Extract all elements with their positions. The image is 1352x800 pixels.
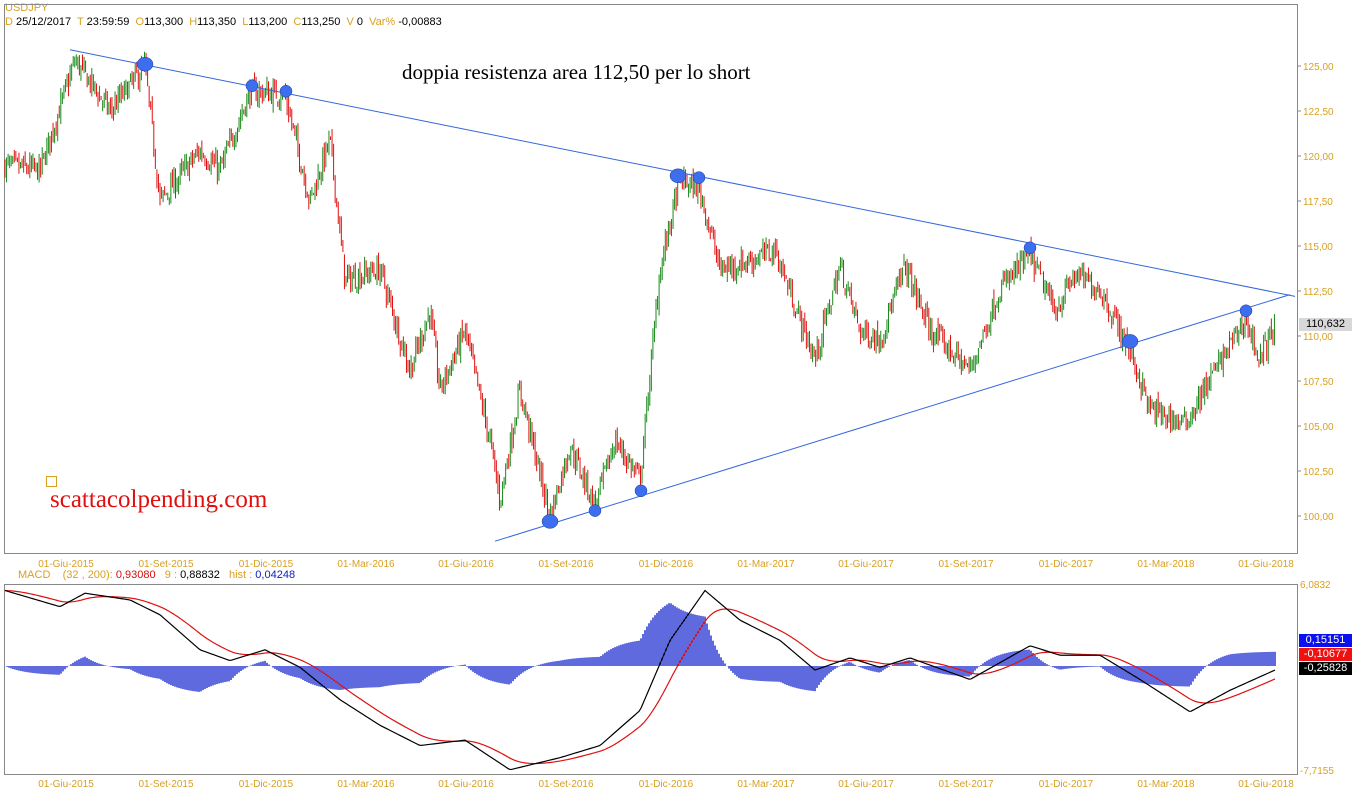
high-key: H [189, 16, 198, 28]
y-tick-label: 107,50 [1303, 377, 1334, 388]
x-tick-label: 01-Mar-2017 [737, 779, 795, 790]
time-value: 23:59:59 [86, 16, 130, 28]
macd-params: (32 , 200): [62, 569, 113, 581]
macd-line-tag: -0,25828 [1299, 662, 1352, 675]
high-value: 113,350 [197, 16, 237, 28]
open-key: O [135, 16, 145, 28]
signal-value: 0,88832 [180, 569, 220, 581]
macd-line [4, 589, 1276, 771]
x-tick-label: 01-Set-2016 [538, 779, 593, 790]
macd-panel-frame [4, 584, 1298, 775]
x-tick-label: 01-Giu-2015 [38, 559, 94, 570]
touch-point-marker [1239, 304, 1253, 318]
y-tick-label: 122,50 [1303, 107, 1334, 118]
macd-readout: MACD (32 , 200): 0,93080 9 : 0,88832 his… [18, 569, 295, 581]
x-tick-label: 01-Set-2015 [138, 559, 193, 570]
trendline-support [494, 294, 1291, 542]
candles [4, 51, 1275, 526]
y-tick-label: 102,50 [1303, 467, 1334, 478]
y-tick-label: 105,00 [1303, 422, 1334, 433]
x-tick-label: 01-Giu-2018 [1238, 559, 1294, 570]
touch-point-marker [136, 56, 154, 72]
low-value: 113,200 [248, 16, 288, 28]
x-tick-label: 01-Mar-2018 [1137, 559, 1195, 570]
macd-axis-label: 6,0832 [1300, 580, 1331, 591]
macd-signal-tag: -0,10677 [1299, 648, 1352, 661]
x-tick-label: 01-Dic-2015 [239, 559, 294, 570]
low-key: L [242, 16, 249, 28]
x-tick-label: 01-Mar-2017 [737, 559, 795, 570]
date-key: D [5, 16, 13, 28]
touch-point-marker [1023, 241, 1037, 255]
y-tick-label: 117,50 [1303, 197, 1333, 208]
x-tick-label: 01-Giu-2015 [38, 779, 94, 790]
touch-point-marker [692, 171, 706, 184]
watermark-logo: scattacolpending.com [50, 486, 268, 513]
macd-signal-line [4, 589, 1276, 765]
touch-point-marker [669, 168, 687, 184]
x-tick-label: 01-Set-2015 [138, 779, 193, 790]
x-tick-label: 01-Set-2017 [938, 779, 993, 790]
volume-key: V [346, 16, 354, 28]
hist-value: 0,04248 [255, 569, 296, 581]
y-tick-label: 100,00 [1303, 512, 1334, 523]
touch-point-marker [588, 504, 602, 517]
var-key: Var% [369, 16, 396, 28]
hist-key: hist : [229, 569, 253, 581]
x-tick-label: 01-Dic-2015 [239, 779, 294, 790]
x-tick-label: 01-Giu-2017 [838, 779, 894, 790]
close-key: C [293, 16, 302, 28]
x-tick-label: 01-Dic-2017 [1039, 779, 1094, 790]
volume-value: 0 [356, 16, 363, 28]
x-tick-label: 01-Giu-2017 [838, 559, 894, 570]
x-tick-label: 01-Giu-2018 [1238, 779, 1294, 790]
y-tick-label: 120,00 [1303, 152, 1334, 163]
price-panel-frame [4, 4, 1298, 554]
macd-key: MACD [18, 569, 51, 581]
open-value: 113,300 [144, 16, 184, 28]
x-tick-label: 01-Mar-2016 [337, 779, 395, 790]
y-tick-label: 125,00 [1303, 62, 1334, 73]
x-tick-label: 01-Set-2017 [938, 559, 993, 570]
x-tick-label: 01-Mar-2018 [1137, 779, 1195, 790]
macd-hist-tag: 0,15151 [1299, 634, 1352, 647]
ohlc-readout: D 25/12/2017 T 23:59:59 O113,300 H113,35… [5, 16, 442, 28]
y-tick-label: 112,50 [1303, 287, 1333, 298]
x-tick-label: 01-Dic-2017 [1039, 559, 1094, 570]
touch-point-marker [1121, 334, 1139, 349]
watermark-square [46, 476, 57, 487]
x-tick-label: 01-Dic-2016 [639, 559, 694, 570]
touch-point-marker [634, 484, 648, 498]
y-tick-label: 110,00 [1303, 332, 1333, 343]
x-tick-label: 01-Mar-2016 [337, 559, 395, 570]
time-key: T [77, 16, 84, 28]
x-tick-label: 01-Giu-2016 [438, 779, 494, 790]
touch-point-marker [245, 79, 259, 93]
date-value: 25/12/2017 [16, 16, 72, 28]
x-tick-label: 01-Giu-2016 [438, 559, 494, 570]
chart-annotation: doppia resistenza area 112,50 per lo sho… [402, 60, 751, 84]
x-tick-label: 01-Set-2016 [538, 559, 593, 570]
touch-point-marker [541, 514, 559, 529]
y-tick-label: 115,00 [1303, 242, 1333, 253]
macd-axis-label: -7,7155 [1300, 766, 1334, 777]
macd-value: 0,93080 [115, 569, 156, 581]
x-tick-label: 01-Dic-2016 [639, 779, 694, 790]
last-price-tag: 110,632 [1299, 318, 1352, 331]
signal-key: 9 : [164, 569, 177, 581]
touch-point-marker [279, 84, 293, 98]
var-value: -0,00883 [398, 16, 442, 28]
close-value: 113,250 [301, 16, 341, 28]
